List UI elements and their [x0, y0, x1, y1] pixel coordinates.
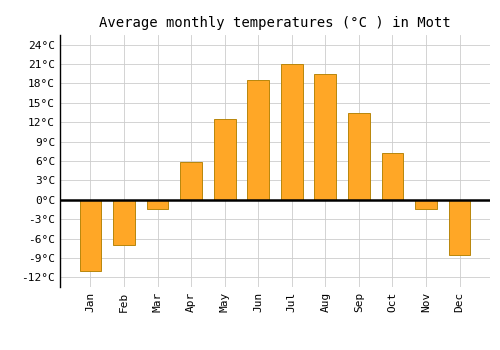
- Bar: [113, 200, 135, 245]
- Bar: [415, 200, 437, 209]
- Bar: [348, 113, 370, 200]
- Bar: [146, 200, 169, 209]
- Bar: [382, 153, 404, 200]
- Bar: [80, 200, 102, 271]
- Bar: [448, 200, 470, 255]
- Bar: [180, 162, 202, 200]
- Bar: [281, 64, 302, 200]
- Title: Average monthly temperatures (°C ) in Mott: Average monthly temperatures (°C ) in Mo…: [99, 16, 451, 30]
- Bar: [214, 119, 236, 200]
- Bar: [248, 80, 269, 200]
- Bar: [314, 74, 336, 200]
